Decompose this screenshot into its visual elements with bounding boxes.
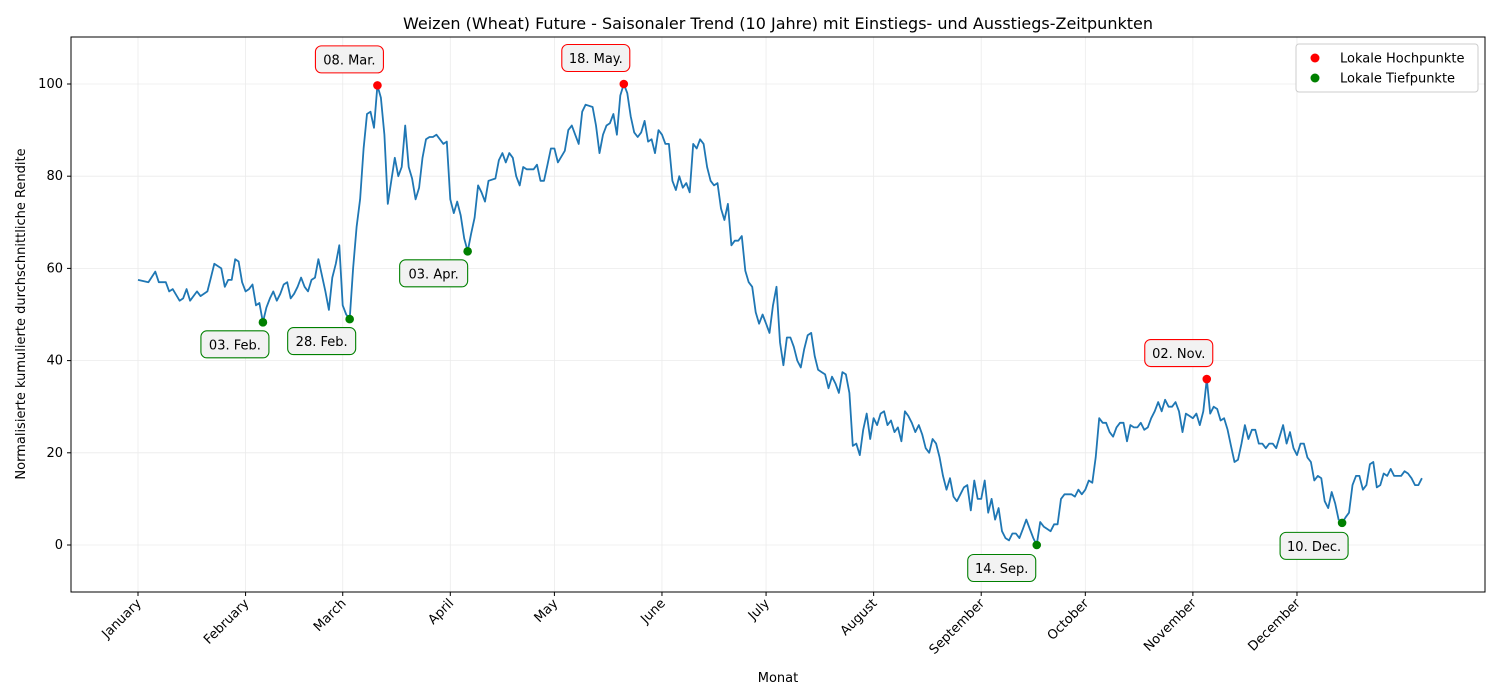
low-annotation-box [399, 259, 469, 288]
y-tick-label: 60 [46, 261, 63, 276]
low-annotation-label: 28. Feb. [296, 335, 348, 350]
series-layer [137, 83, 1423, 546]
high-annotation-box [561, 43, 631, 73]
series-line [137, 83, 1423, 546]
low-annotation-label: 10. Dec. [1287, 540, 1341, 555]
high-marker [1202, 374, 1212, 384]
high-annotation-label: 18. May. [569, 52, 623, 67]
low-annotation-label: 03. Apr. [409, 267, 459, 282]
high-annotation-label: 02. Nov. [1152, 347, 1205, 362]
low-annotation-box [287, 327, 357, 356]
legend: Lokale Hochpunkte Lokale Tiefpunkte [1295, 43, 1479, 93]
low-marker [1337, 518, 1347, 528]
legend-label: Lokale Tiefpunkte [1340, 72, 1455, 87]
low-marker [1032, 540, 1042, 550]
high-marker [373, 81, 382, 90]
low-annotation-label: 14. Sep. [975, 562, 1028, 577]
legend-label: Lokale Hochpunkte [1340, 52, 1464, 67]
x-axis-label: Monat [758, 671, 798, 686]
extrema-annotations: 08. Mar. 18. May. 02. Nov. 03. Feb. 28. Feb.… [200, 43, 1349, 583]
y-tick-label: 40 [46, 354, 63, 369]
high-marker [619, 79, 629, 89]
low-marker [463, 247, 472, 256]
y-tick-label: 20 [46, 446, 63, 461]
high-annotation-box [314, 45, 384, 74]
legend-box [1295, 43, 1479, 93]
low-annotation-box [967, 553, 1037, 583]
grid [71, 37, 1485, 592]
low-annotation-box [200, 330, 270, 359]
plot-frame [70, 36, 1486, 593]
y-tick-label: 80 [46, 169, 63, 184]
chart-title: Weizen (Wheat) Future - Saisonaler Trend… [403, 14, 1153, 33]
high-annotation-box [1144, 338, 1214, 368]
high-annotation-label: 08. Mar. [323, 53, 375, 68]
low-annotation-label: 03. Feb. [209, 338, 261, 353]
low-marker [258, 318, 268, 327]
low-annotation-box [1279, 531, 1349, 560]
extrema-markers [258, 79, 1347, 550]
legend-marker [1310, 73, 1320, 83]
low-marker [345, 314, 354, 324]
y-tick-label: 0 [55, 538, 63, 553]
y-axis-label: Normalisierte kumulierte durchschnittlic… [14, 148, 29, 479]
legend-marker [1310, 53, 1320, 63]
y-tick-label: 100 [38, 77, 63, 92]
